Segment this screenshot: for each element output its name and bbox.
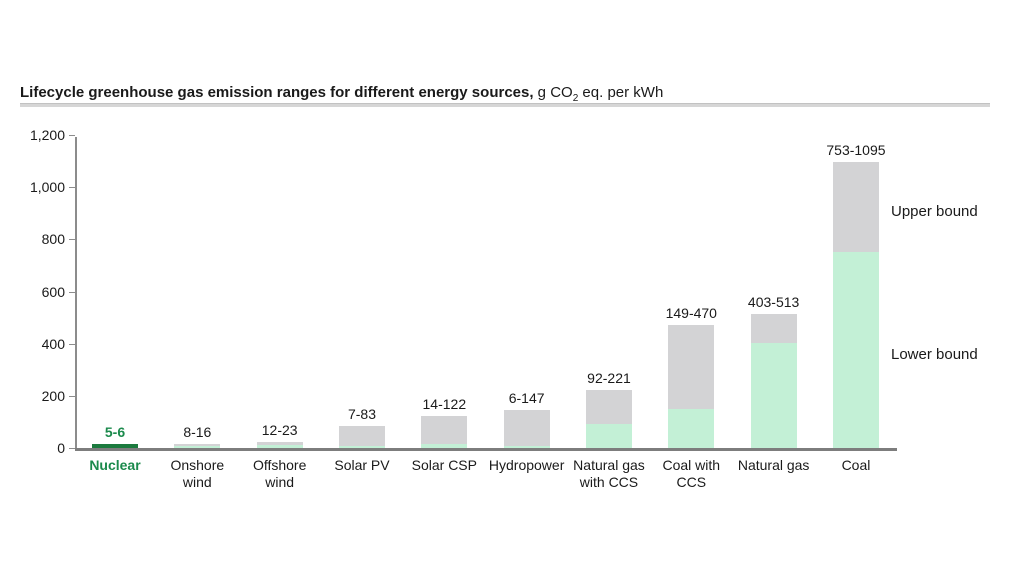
bar-value-label-coal: 753-1095	[826, 142, 886, 159]
unit-prefix: g CO	[533, 84, 573, 101]
y-tick-label: 1,000	[29, 179, 65, 196]
bar-hydropower-lower-segment	[503, 446, 550, 448]
y-tick-mark	[69, 187, 75, 189]
bar-value-label-solar-csp: 14-122	[422, 396, 467, 413]
x-category-label-solar-csp: Solar CSP	[411, 457, 477, 473]
y-tick-mark	[69, 291, 75, 293]
x-category-label-nuclear: Nuclear	[89, 457, 141, 473]
y-tick-label: 800	[41, 231, 65, 248]
y-tick-label: 600	[41, 283, 65, 300]
bar-coal-upper-segment	[832, 162, 879, 252]
bar-natural-gas-with-ccs-lower-segment	[585, 424, 632, 448]
bar-solar-csp-lower-segment	[421, 444, 468, 448]
bar-natural-gas-upper-segment	[750, 314, 797, 343]
y-tick-mark	[69, 395, 75, 397]
x-category-label-hydropower: Hydropower	[488, 457, 565, 473]
y-tick-label: 0	[57, 440, 65, 456]
y-tick-mark	[69, 343, 75, 345]
bar-value-label-solar-pv: 7-83	[347, 406, 376, 423]
unit-suffix: eq. per kWh	[578, 84, 664, 101]
bar-onshore-wind-upper-segment	[174, 443, 221, 446]
y-tick-label: 1,200	[29, 127, 65, 143]
x-axis	[75, 448, 897, 451]
bar-coal-with-ccs-lower-segment	[668, 409, 715, 448]
upper-bound-label: Upper bound	[891, 203, 978, 220]
bar-value-label-nuclear: 5-6	[104, 424, 126, 440]
bar-value-label-natural-gas-with-ccs: 92-221	[587, 370, 631, 387]
x-category-label-onshore-wind: Onshore wind	[170, 457, 225, 490]
bar-value-label-coal-with-ccs: 149-470	[665, 305, 717, 322]
bar-coal-with-ccs-upper-segment	[668, 325, 715, 410]
bar-offshore-wind-upper-segment	[256, 442, 303, 445]
bar-solar-pv-lower-segment	[338, 446, 385, 448]
bar-value-label-natural-gas: 403-513	[747, 294, 800, 311]
x-category-label-coal: Coal	[841, 457, 871, 473]
bar-coal-lower-segment	[832, 251, 879, 448]
plot-area: 0 200 400 600 800 1,000 1,200 5-6 8-16 12-23 7-83…	[30, 127, 897, 490]
x-category-label-solar-pv: Solar PV	[334, 457, 390, 473]
bar-value-label-hydropower: 6-147	[508, 389, 545, 406]
bar-value-label-onshore-wind: 8-16	[183, 423, 212, 440]
chart-title-main: Lifecycle greenhouse gas emission ranges…	[20, 84, 534, 101]
bar-hydropower-upper-segment	[503, 409, 550, 447]
bar-solar-pv-upper-segment	[338, 426, 385, 447]
lower-bound-label: Lower bound	[891, 346, 978, 363]
y-axis	[75, 137, 77, 450]
y-tick-mark	[69, 135, 75, 137]
x-category-label-coal-with-ccs: Coal with CCS	[662, 457, 721, 490]
bar-offshore-wind-lower-segment	[256, 444, 303, 448]
bar-value-label-offshore-wind: 12-23	[261, 422, 298, 438]
chart-title: Lifecycle greenhouse gas emission ranges…	[20, 84, 663, 104]
chart-title-units: g CO2 eq. per kWh	[533, 84, 664, 104]
x-category-label-natural-gas: Natural gas	[737, 457, 810, 473]
title-divider	[20, 103, 990, 107]
bar-nuclear	[92, 444, 138, 448]
y-tick-mark	[69, 448, 75, 449]
y-tick-label: 200	[41, 387, 65, 404]
bar-natural-gas-lower-segment	[750, 342, 797, 448]
unit-subscript: 2	[572, 93, 579, 104]
y-tick-mark	[69, 239, 75, 241]
y-tick-label: 400	[41, 335, 65, 352]
bar-natural-gas-with-ccs-upper-segment	[585, 390, 632, 424]
bar-onshore-wind-lower-segment	[174, 445, 221, 448]
x-category-label-offshore-wind: Offshore wind	[252, 457, 307, 490]
bar-solar-csp-upper-segment	[421, 416, 468, 445]
x-category-label-natural-gas-with-ccs: Natural gas with CCS	[573, 457, 645, 490]
